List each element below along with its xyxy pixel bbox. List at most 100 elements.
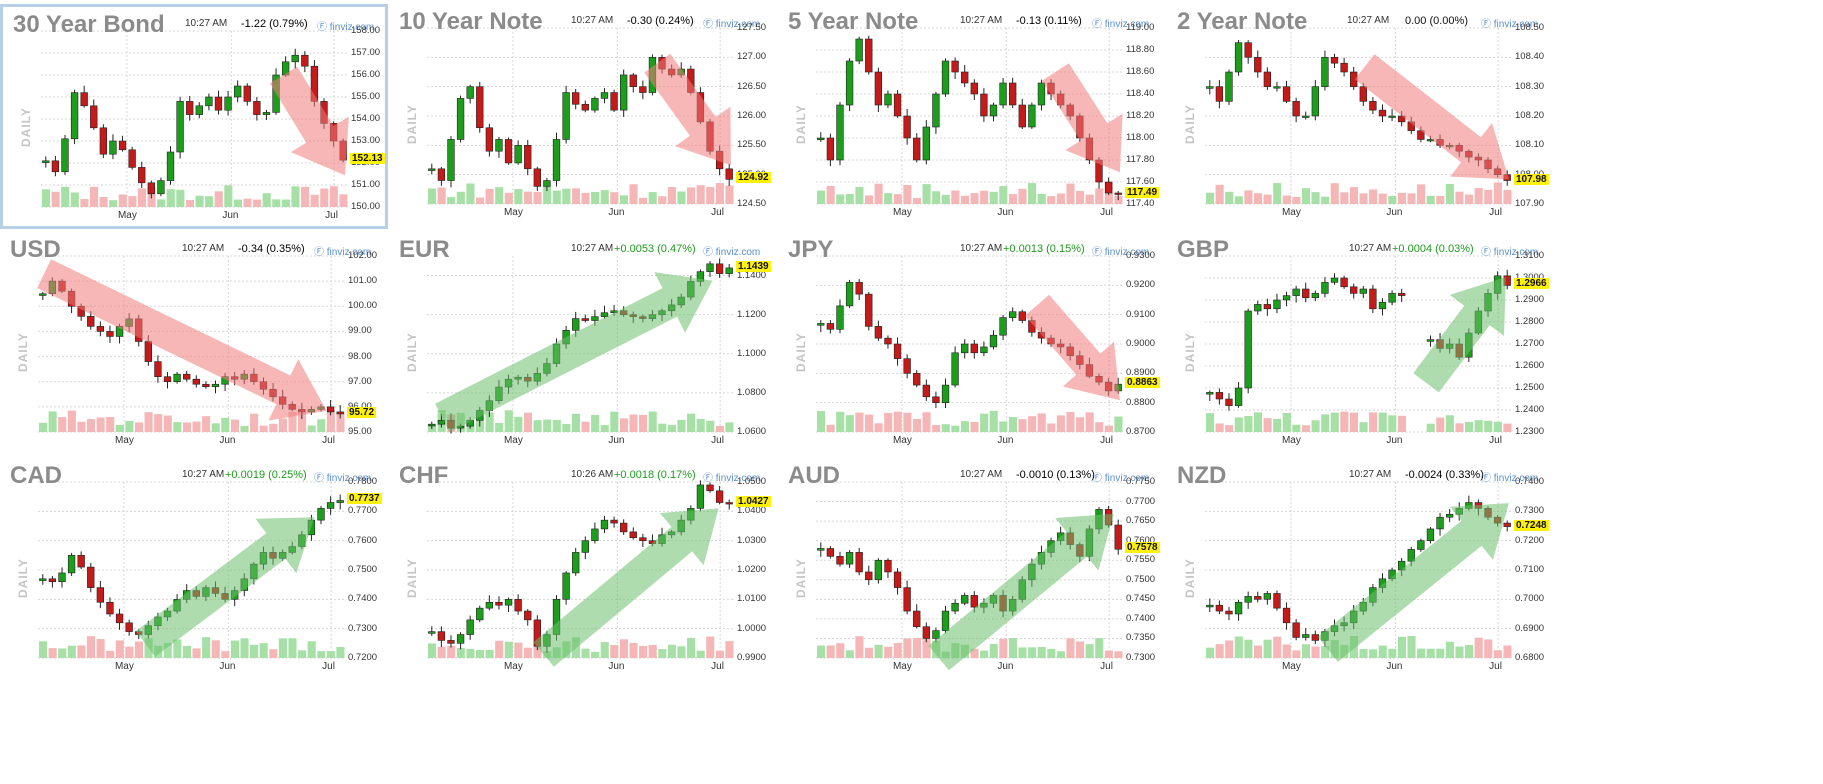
finviz-link[interactable]: Ⓕ finviz.com [703,15,760,30]
volume-bar [1273,636,1282,658]
candlestick [485,595,494,611]
volume-bar [514,189,523,204]
volume-bar [706,420,715,432]
volume-bar [1114,416,1123,432]
finviz-link[interactable]: Ⓕ finviz.com [1481,469,1538,484]
y-tick-label: 1.0800 [737,386,767,398]
chart-panel-nzd[interactable]: NZD 10:27 AM -0.0024 (0.33%) Ⓕ finviz.com DA… [1167,458,1555,683]
chart-panel-5-year-note[interactable]: 5 Year Note 10:27 AM -0.13 (0.11%) Ⓕ finviz… [778,4,1166,229]
chart-panel-usd[interactable]: USD 10:27 AM -0.34 (0.35%) Ⓕ finviz.com DAIL… [0,232,388,457]
volume-bar [581,648,590,658]
volume-bar [960,421,969,432]
candlestick [696,480,705,512]
candlestick [884,90,892,109]
y-tick-label: 0.7450 [1126,593,1156,605]
candlestick [639,80,647,100]
y-tick-label: 1.0600 [737,426,767,437]
candlestick [989,330,998,350]
chart-panel-2-year-note[interactable]: 2 Year Note 10:27 AM 0.00 (0.00%) Ⓕ finviz.… [1167,4,1555,229]
volume-bar [648,411,657,432]
candlestick [118,135,127,152]
volume-bar [1436,417,1445,432]
finviz-link[interactable]: Ⓕ finviz.com [1481,243,1538,258]
finviz-link[interactable]: Ⓕ finviz.com [314,469,371,484]
x-tick-label: Jul [322,661,335,672]
finviz-link[interactable]: Ⓕ finviz.com [1481,15,1538,30]
volume-bar [77,645,86,658]
candlestick [1254,50,1262,78]
price-change: +0.0013 (0.15%) [1003,243,1085,255]
volume-bar [1349,187,1358,204]
volume-bar [1321,646,1330,658]
y-tick-label: 156.00 [351,69,381,80]
last-price-label: 0.7737 [347,493,382,505]
volume-bar [1253,645,1263,658]
finviz-link[interactable]: Ⓕ finviz.com [317,18,374,33]
volume-bar [336,412,345,432]
chart-panel-aud[interactable]: AUD 10:27 AM -0.0010 (0.13%) Ⓕ finviz.com DA… [778,458,1166,683]
x-tick-label: May [503,661,523,672]
candlestick [1311,290,1319,302]
volume-bar [1340,411,1349,432]
finviz-logo-icon: Ⓕ [1481,19,1494,30]
volume-bar [221,651,230,658]
finviz-link[interactable]: Ⓕ finviz.com [703,469,760,484]
y-tick-label: 118.20 [1126,110,1155,121]
candlestick [725,499,733,510]
volume-bar [310,194,319,207]
volume-bar [1321,196,1330,204]
finviz-link[interactable]: Ⓕ finviz.com [314,243,371,258]
chart-panel-gbp[interactable]: GBP 10:27 AM +0.0004 (0.03%) Ⓕ finviz.com DA… [1167,232,1555,457]
candlestick [428,421,436,430]
finviz-link[interactable]: Ⓕ finviz.com [1092,243,1149,258]
chart-panel-10-year-note[interactable]: 10 Year Note 10:27 AM -0.30 (0.24%) Ⓕ finvi… [389,4,777,229]
chart-panel-eur[interactable]: EUR 10:27 AM +0.0053 (0.47%) Ⓕ finviz.com DA… [389,232,777,457]
volume-bar [855,636,864,658]
price-change: +0.0018 (0.17%) [614,469,696,481]
candlestick [826,133,835,167]
candlestick-chart [37,255,345,433]
volume-bar [677,419,686,432]
volume-bar [485,412,494,432]
candlestick [1302,628,1310,641]
volume-bar [715,650,724,658]
chart-panel-jpy[interactable]: JPY 10:27 AM +0.0013 (0.15%) Ⓕ finviz.com DA… [778,232,1166,457]
finviz-link[interactable]: Ⓕ finviz.com [1092,15,1149,30]
candlestick [855,36,863,65]
y-tick-label: 1.0500 [737,476,767,487]
volume-bar [667,644,676,658]
timeframe-label: DAILY [794,332,808,372]
chart-panel-chf[interactable]: CHF 10:26 AM +0.0018 (0.17%) Ⓕ finviz.com DA… [389,458,777,683]
y-tick-label: 0.7400 [348,593,378,605]
candlestick [1244,308,1252,394]
chart-time: 10:27 AM [960,15,1003,26]
last-price-label: 1.1439 [736,260,771,272]
y-tick-label: 150.00 [351,201,381,212]
y-tick-label: 0.7400 [1126,612,1156,624]
candlestick [1302,111,1310,120]
volume-bar [591,651,600,658]
chart-panel-cad[interactable]: CAD 10:27 AM +0.0019 (0.25%) Ⓕ finviz.com DA… [0,458,388,683]
finviz-link[interactable]: Ⓕ finviz.com [1092,469,1149,484]
last-price-label: 0.7248 [1514,519,1549,531]
y-tick-label: 118.40 [1126,88,1155,99]
candlestick [913,370,921,388]
volume-bar [1244,416,1253,432]
volume-bar [1008,417,1017,432]
volume-bar [581,421,590,432]
candlestick [1037,79,1046,111]
volume-bar [1349,412,1358,432]
volume-bar [725,641,734,658]
volume-bar [1503,423,1512,432]
candlestick-chart [427,27,734,205]
candlestick [39,291,47,301]
candlestick [600,88,609,104]
futures-chart-grid: 30 Year Bond 10:27 AM -1.22 (0.79%) Ⓕ finvi… [0,4,1555,683]
candlestick [428,163,436,175]
finviz-link[interactable]: Ⓕ finviz.com [703,243,760,258]
volume-bar [259,425,268,432]
chart-time: 10:27 AM [1349,243,1392,254]
chart-panel-30-year-bond[interactable]: 30 Year Bond 10:27 AM -1.22 (0.79%) Ⓕ finvi… [0,4,388,229]
volume-bar [1114,651,1123,658]
volume-bar [39,641,48,658]
